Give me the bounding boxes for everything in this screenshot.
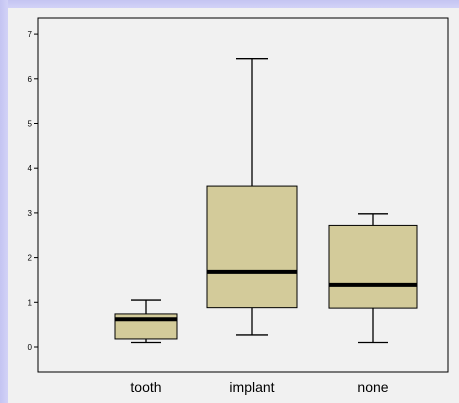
y-tick-label-6: 6: [28, 75, 33, 84]
y-tick-label-4: 4: [28, 164, 33, 173]
y-tick-label-2: 2: [28, 254, 33, 263]
y-tick-label-0: 0: [28, 343, 33, 352]
boxes-layer: [114, 58, 418, 344]
y-tick-label-5: 5: [28, 120, 33, 129]
box-none: [328, 213, 418, 344]
iqr-box-none: [328, 224, 418, 309]
window-top-border: [0, 0, 459, 8]
x-axis-labels: tooth implant none: [130, 379, 388, 395]
x-label-tooth: tooth: [130, 379, 161, 395]
iqr-box-implant: [206, 185, 298, 309]
y-tick-label-7: 7: [28, 30, 33, 39]
y-tick-label-3: 3: [28, 209, 33, 218]
x-label-implant: implant: [229, 379, 274, 395]
window-left-border: [0, 0, 8, 403]
plot-frame: [37, 17, 449, 373]
x-label-none: none: [357, 379, 388, 395]
box-implant: [206, 58, 298, 336]
y-axis: 0 1 2 3 4 5 6 7: [28, 30, 38, 352]
box-tooth: [114, 299, 178, 344]
y-tick-label-1: 1: [28, 298, 33, 307]
